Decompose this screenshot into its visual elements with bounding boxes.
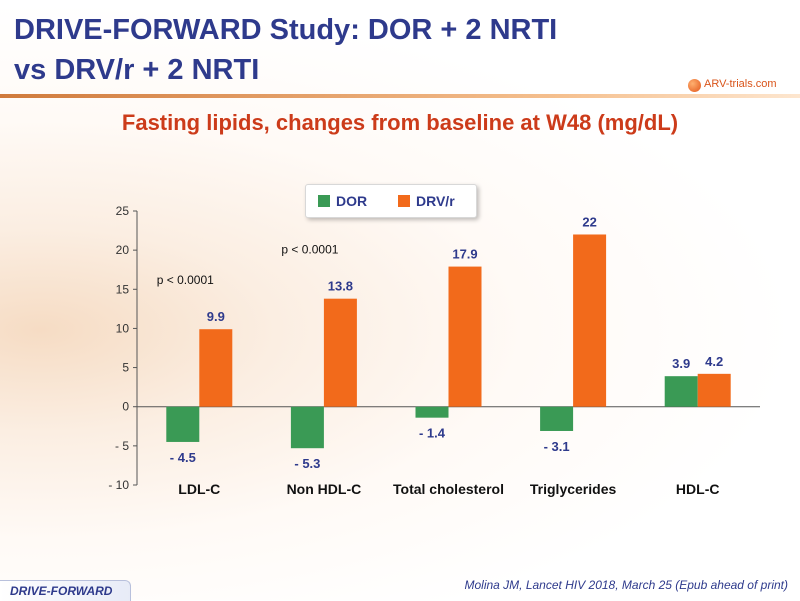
footer-badge-text: DRIVE-FORWARD <box>10 584 113 598</box>
data-label: - 4.5 <box>170 450 196 465</box>
legend-label-dor: DOR <box>336 193 368 209</box>
bar-dor <box>540 406 574 431</box>
bar-drv <box>448 266 482 407</box>
bar-drv <box>697 373 731 407</box>
chart-subtitle: Fasting lipids, changes from baseline at… <box>121 110 679 135</box>
title-divider <box>0 94 800 98</box>
y-tick-label: - 5 <box>115 439 129 453</box>
footer-study-badge: DRIVE-FORWARD <box>0 580 131 601</box>
bar-dor <box>290 406 324 449</box>
y-tick-label: 5 <box>122 361 129 375</box>
y-tick-label: - 10 <box>108 478 129 492</box>
x-category-label: Total cholesterol <box>393 481 504 497</box>
x-category-label: Non HDL-C <box>287 481 362 497</box>
logo-text: ARV-trials.com <box>704 78 777 90</box>
slide-title-line-1: DRIVE-FORWARD Study: DOR + 2 NRTI <box>14 14 558 46</box>
x-category-label: Triglycerides <box>530 481 617 497</box>
logo-globe-icon <box>688 79 701 92</box>
x-category-label: HDL-C <box>676 481 720 497</box>
y-tick-label: 10 <box>116 321 130 335</box>
arv-trials-logo[interactable]: ARV-trials.com <box>688 76 794 96</box>
bar-dor <box>166 406 200 442</box>
bar-dor <box>664 376 698 407</box>
chart-legend: DOR DRV/r <box>305 184 477 218</box>
data-label: - 1.4 <box>419 426 446 441</box>
data-label: 13.8 <box>328 279 353 294</box>
legend-swatch-dor <box>318 195 330 207</box>
legend-label-drv: DRV/r <box>416 193 455 209</box>
citation: Molina JM, Lancet HIV 2018, March 25 (Ep… <box>464 578 788 592</box>
legend-swatch-drv <box>398 195 410 207</box>
data-label: 4.2 <box>705 354 723 369</box>
y-tick-label: 0 <box>122 400 129 414</box>
slide-title-line-2: vs DRV/r + 2 NRTI <box>14 54 260 86</box>
p-value-annotation: p < 0.0001 <box>281 243 338 257</box>
p-value-annotation: p < 0.0001 <box>157 273 214 287</box>
data-label: 3.9 <box>672 356 690 371</box>
data-label: 9.9 <box>207 309 225 324</box>
data-label: 22 <box>582 214 596 229</box>
bar-dor <box>415 406 449 418</box>
data-label: - 3.1 <box>544 439 570 454</box>
y-tick-label: 20 <box>116 243 130 257</box>
y-tick-label: 25 <box>116 204 130 218</box>
bar-drv <box>199 329 233 407</box>
slide-title: DRIVE-FORWARD Study: DOR + 2 NRTI vs DRV… <box>14 10 654 90</box>
bar-drv <box>573 234 607 407</box>
data-label: 17.9 <box>452 247 477 262</box>
y-tick-label: 15 <box>116 282 130 296</box>
data-label: - 5.3 <box>294 456 320 471</box>
bar-drv <box>323 298 357 407</box>
x-category-label: LDL-C <box>178 481 220 497</box>
